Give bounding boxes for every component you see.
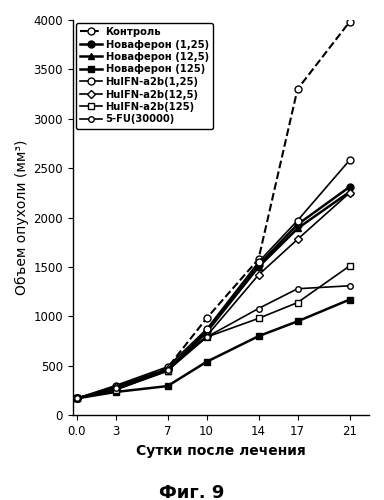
HuIFN-a2b(1,25) <box>165 364 170 370</box>
5-FU(30000) <box>256 306 261 312</box>
Новаферон (125) <box>347 296 352 302</box>
HuIFN-a2b(1,25) <box>74 396 79 402</box>
Контроль <box>165 365 170 371</box>
5-FU(30000) <box>204 334 209 340</box>
Новаферон (1,25) <box>256 262 261 268</box>
Новаферон (125) <box>204 359 209 365</box>
HuIFN-a2b(125) <box>113 387 118 393</box>
HuIFN-a2b(1,25) <box>256 259 261 265</box>
HuIFN-a2b(125) <box>295 300 300 306</box>
Y-axis label: Объем опухоли (мм³): Объем опухоли (мм³) <box>15 140 29 296</box>
Новаферон (12,5) <box>295 226 300 232</box>
Line: Новаферон (1,25): Новаферон (1,25) <box>73 184 353 402</box>
Text: Фиг. 9: Фиг. 9 <box>159 484 225 500</box>
5-FU(30000) <box>113 384 118 390</box>
5-FU(30000) <box>165 367 170 373</box>
HuIFN-a2b(125) <box>347 263 352 269</box>
Контроль <box>204 316 209 322</box>
Новаферон (125) <box>165 383 170 389</box>
Новаферон (1,25) <box>204 328 209 334</box>
5-FU(30000) <box>74 396 79 402</box>
Line: HuIFN-a2b(125): HuIFN-a2b(125) <box>73 262 353 402</box>
HuIFN-a2b(12,5) <box>74 396 79 402</box>
5-FU(30000) <box>295 286 300 292</box>
Контроль <box>256 256 261 262</box>
Новаферон (1,25) <box>74 396 79 402</box>
X-axis label: Сутки после лечения: Сутки после лечения <box>136 444 306 458</box>
Контроль <box>113 386 118 392</box>
HuIFN-a2b(1,25) <box>204 326 209 332</box>
HuIFN-a2b(1,25) <box>295 218 300 224</box>
Новаферон (12,5) <box>347 189 352 195</box>
Новаферон (125) <box>113 389 118 395</box>
Новаферон (12,5) <box>204 329 209 335</box>
Line: HuIFN-a2b(1,25): HuIFN-a2b(1,25) <box>73 157 353 402</box>
HuIFN-a2b(125) <box>256 316 261 322</box>
Контроль <box>74 396 79 402</box>
Новаферон (1,25) <box>165 367 170 373</box>
HuIFN-a2b(125) <box>74 396 79 402</box>
HuIFN-a2b(12,5) <box>347 190 352 196</box>
Новаферон (1,25) <box>295 222 300 228</box>
Новаферон (1,25) <box>113 386 118 392</box>
Line: Контроль: Контроль <box>73 18 353 402</box>
HuIFN-a2b(1,25) <box>347 158 352 164</box>
Legend: Контроль, Новаферон (1,25), Новаферон (12,5), Новаферон (125), HuIFN-a2b(1,25), : Контроль, Новаферон (1,25), Новаферон (1… <box>76 23 213 128</box>
Новаферон (125) <box>295 318 300 324</box>
HuIFN-a2b(12,5) <box>165 366 170 372</box>
Новаферон (1,25) <box>347 184 352 190</box>
HuIFN-a2b(12,5) <box>204 333 209 339</box>
Новаферон (12,5) <box>256 264 261 270</box>
Новаферон (12,5) <box>113 386 118 392</box>
Line: Новаферон (125): Новаферон (125) <box>73 296 353 402</box>
HuIFN-a2b(12,5) <box>256 272 261 278</box>
HuIFN-a2b(125) <box>204 334 209 340</box>
HuIFN-a2b(125) <box>165 368 170 374</box>
5-FU(30000) <box>347 283 352 289</box>
Новаферон (125) <box>256 333 261 339</box>
Новаферон (12,5) <box>165 368 170 374</box>
Контроль <box>295 86 300 92</box>
HuIFN-a2b(12,5) <box>295 236 300 242</box>
Контроль <box>347 19 352 25</box>
Line: HuIFN-a2b(12,5): HuIFN-a2b(12,5) <box>74 190 352 401</box>
Line: Новаферон (12,5): Новаферон (12,5) <box>73 188 353 402</box>
Line: 5-FU(30000): 5-FU(30000) <box>74 283 352 401</box>
Новаферон (125) <box>74 396 79 402</box>
HuIFN-a2b(1,25) <box>113 382 118 388</box>
Новаферон (12,5) <box>74 396 79 402</box>
HuIFN-a2b(12,5) <box>113 384 118 390</box>
